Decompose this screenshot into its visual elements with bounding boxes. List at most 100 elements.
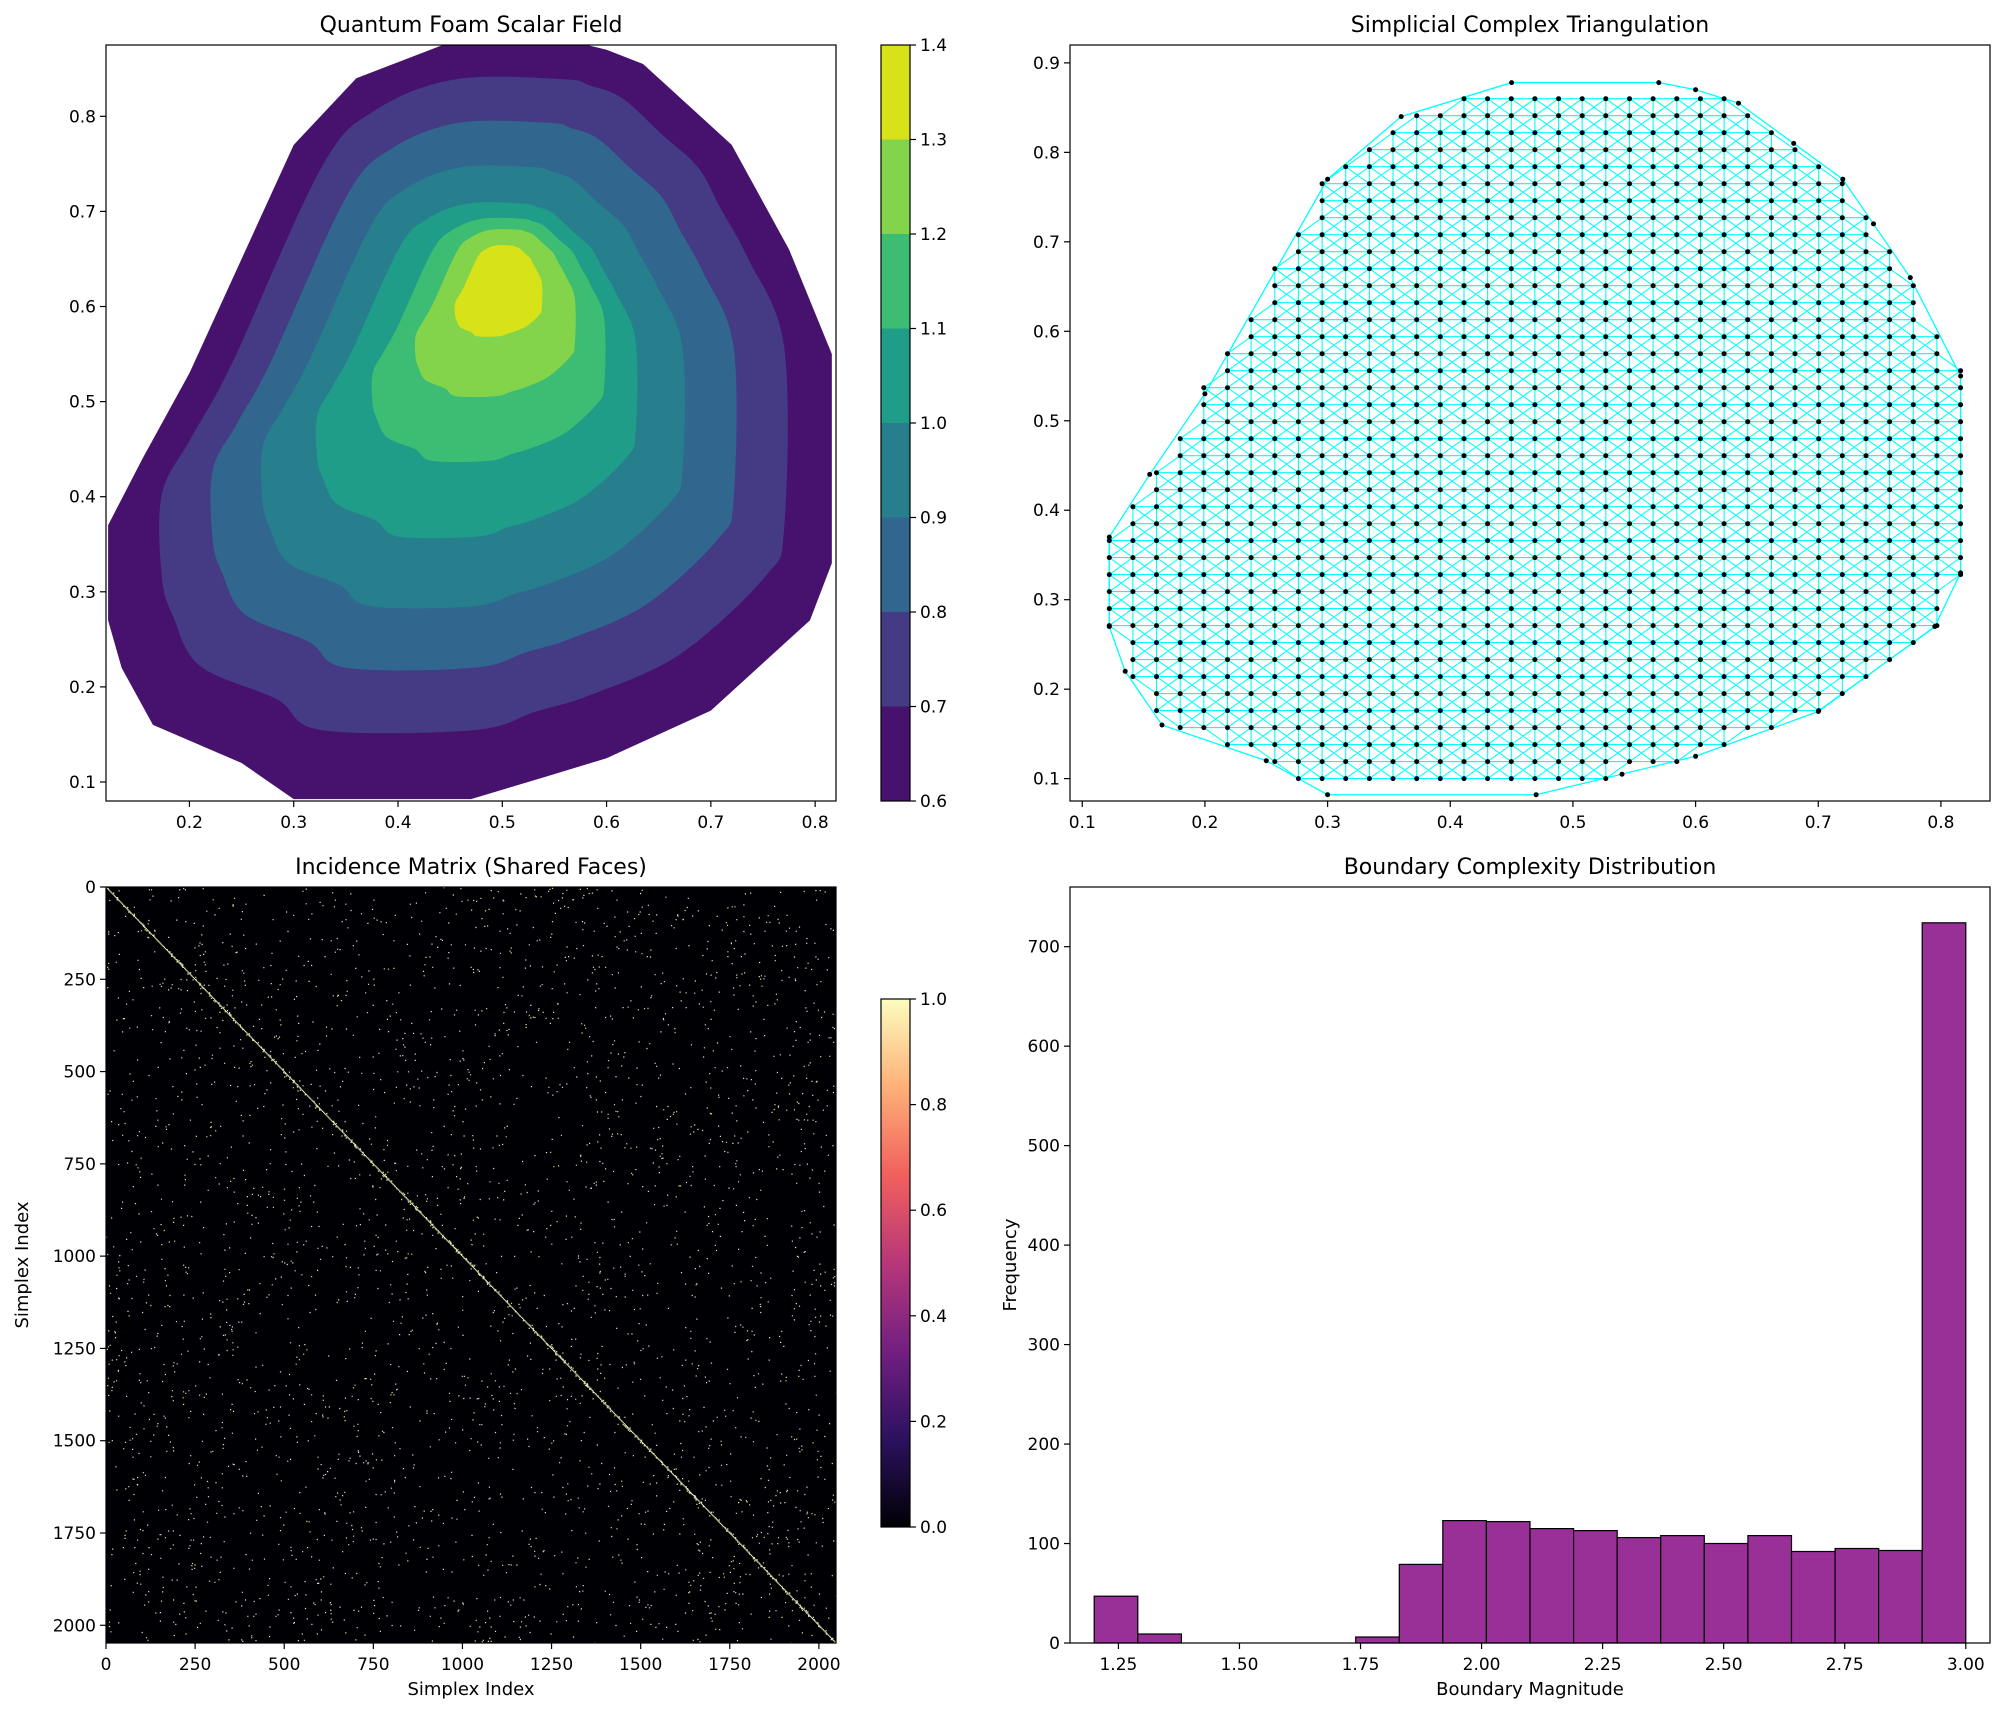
triangulation-vertex: [1579, 606, 1585, 612]
triangulation-vertex: [1674, 555, 1680, 561]
triangulation-vertex: [1887, 368, 1893, 374]
triangulation-vertex: [1154, 623, 1159, 629]
triangulation-vertex: [1508, 283, 1514, 289]
triangulation-vertex: [1366, 300, 1372, 306]
triangulation-vertex: [1627, 742, 1632, 748]
triangulation-vertex: [1603, 623, 1609, 629]
triangulation-vertex: [1295, 453, 1301, 459]
triangulation-vertex: [1437, 164, 1443, 170]
triangulation-vertex: [1366, 606, 1372, 612]
triangulation-vertex: [1697, 623, 1703, 629]
triangulation-x-tick-label: 0.8: [1927, 813, 1954, 833]
triangulation-vertex: [1627, 215, 1632, 221]
triangulation-vertex: [1839, 572, 1845, 578]
triangulation-vertex: [1414, 776, 1420, 782]
triangulation-vertex: [1721, 232, 1727, 238]
triangulation-vertex: [1366, 572, 1372, 578]
triangulation-vertex: [1508, 368, 1514, 374]
triangulation-vertex: [1887, 487, 1893, 493]
triangulation-vertex: [1437, 113, 1443, 119]
triangulation-vertex: [1816, 419, 1822, 425]
triangulation-vertex: [1721, 725, 1727, 731]
triangulation-vertex: [1319, 657, 1325, 663]
triangulation-vertex: [1225, 470, 1230, 476]
triangulation-vertex: [1792, 589, 1798, 595]
triangulation-vertex: [1532, 436, 1538, 442]
triangulation-vertex: [1674, 232, 1680, 238]
triangulation-vertex: [1650, 742, 1656, 748]
triangulation-vertex: [1319, 317, 1325, 323]
triangulation-vertex: [1579, 691, 1585, 697]
triangulation-vertex: [1390, 538, 1396, 544]
triangulation-vertex: [1414, 725, 1420, 731]
triangulation-vertex: [1532, 300, 1538, 306]
triangulation-y-tick-label: 0.8: [1033, 143, 1060, 163]
triangulation-vertex: [1508, 130, 1514, 136]
triangulation-vertex: [1295, 640, 1301, 646]
triangulation-vertex: [1721, 657, 1727, 663]
triangulation-vertex: [1768, 300, 1774, 306]
triangulation-vertex: [1603, 436, 1609, 442]
triangulation-vertex: [1910, 487, 1916, 493]
triangulation-vertex: [1627, 164, 1632, 170]
triangulation-vertex: [1768, 334, 1774, 340]
triangulation-vertex: [1437, 351, 1443, 357]
triangulation-vertex: [1437, 776, 1443, 782]
triangulation-vertex: [1958, 385, 1964, 391]
triangulation-vertex: [1603, 181, 1609, 187]
triangulation-vertex: [1721, 300, 1727, 306]
triangulation-hull-vertex: [1106, 624, 1112, 629]
triangulation-vertex: [1319, 470, 1325, 476]
triangulation-vertex: [1295, 283, 1301, 289]
triangulation-vertex: [1319, 300, 1325, 306]
histogram-bar: [1137, 1633, 1183, 1644]
triangulation-vertex: [1366, 317, 1372, 323]
triangulation-vertex: [1106, 606, 1112, 612]
triangulation-vertex: [1366, 334, 1372, 340]
triangulation-vertex: [1437, 640, 1443, 646]
triangulation-vertex: [1745, 674, 1751, 680]
triangulation-hull-vertex: [1693, 753, 1699, 759]
triangulation-vertex: [1556, 232, 1562, 238]
triangulation-vertex: [1319, 725, 1325, 731]
triangulation-vertex: [1461, 521, 1467, 527]
triangulation-vertex: [1792, 147, 1798, 153]
triangulation-vertex: [1532, 589, 1538, 595]
triangulation-vertex: [1366, 708, 1372, 714]
triangulation-vertex: [1603, 198, 1609, 204]
triangulation-vertex: [1225, 708, 1230, 714]
triangulation-vertex: [1863, 538, 1869, 544]
triangulation-vertex: [1697, 419, 1703, 425]
triangulation-x-tick-label: 0.2: [1191, 813, 1218, 833]
triangulation-vertex: [1697, 266, 1703, 272]
triangulation-vertex: [1319, 487, 1325, 493]
triangulation-vertex: [1556, 215, 1562, 221]
triangulation-vertex: [1650, 130, 1656, 136]
triangulation-vertex: [1627, 759, 1632, 765]
triangulation-vertex: [1792, 215, 1798, 221]
triangulation-vertex: [1319, 232, 1325, 238]
triangulation-vertex: [1532, 555, 1538, 561]
triangulation-vertex: [1319, 504, 1325, 510]
triangulation-vertex: [1390, 504, 1396, 510]
triangulation-vertex: [1768, 385, 1774, 391]
triangulation-vertex: [1674, 130, 1680, 136]
triangulation-vertex: [1343, 776, 1349, 782]
triangulation-vertex: [1414, 623, 1420, 629]
triangulation-vertex: [1437, 657, 1443, 663]
triangulation-vertex: [1366, 555, 1372, 561]
triangulation-vertex: [1792, 164, 1798, 170]
triangulation-vertex: [1627, 147, 1632, 153]
triangulation-vertex: [1485, 266, 1491, 272]
contour-x-tick-label: 0.8: [802, 813, 829, 833]
triangulation-vertex: [1816, 266, 1822, 272]
triangulation-vertex: [1816, 181, 1822, 187]
triangulation-vertex: [1532, 470, 1538, 476]
triangulation-vertex: [1768, 317, 1774, 323]
triangulation-vertex: [1485, 589, 1491, 595]
triangulation-vertex: [1556, 283, 1562, 289]
triangulation-vertex: [1934, 538, 1940, 544]
triangulation-vertex: [1272, 351, 1278, 357]
triangulation-vertex: [1816, 691, 1822, 697]
triangulation-vertex: [1792, 453, 1798, 459]
